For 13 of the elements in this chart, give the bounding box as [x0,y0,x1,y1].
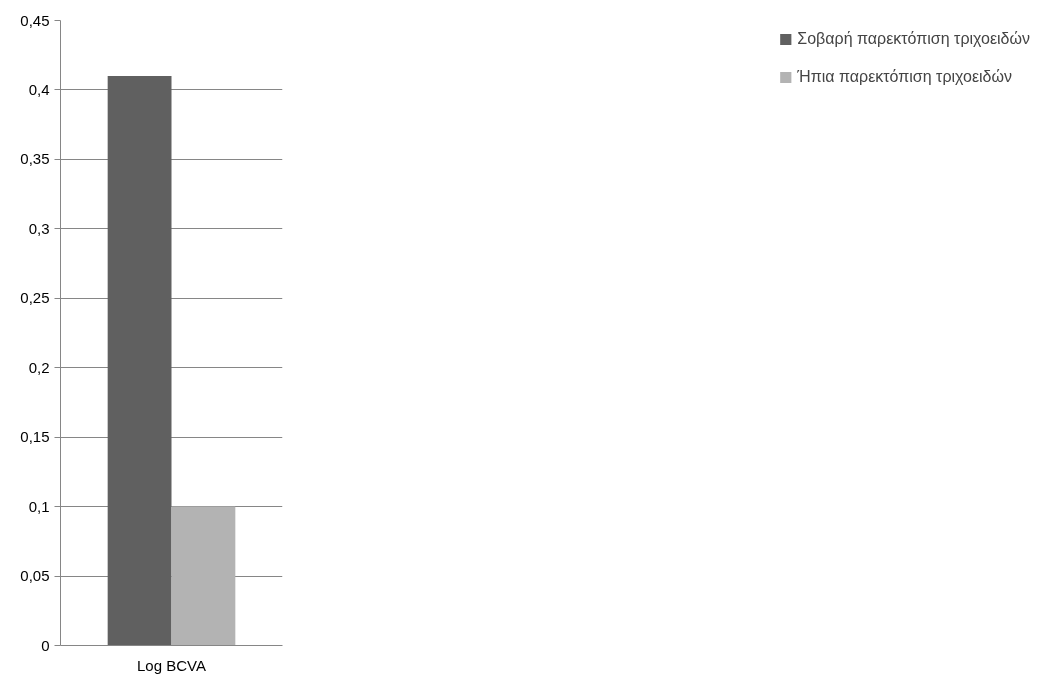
y-tick-label: 0,35 [20,150,50,168]
y-tick-label: 0,1 [28,497,50,515]
x-tick-label: Log BCVA [137,656,206,674]
y-tick-label: 0,05 [20,567,50,585]
y-tick-label: 0,4 [28,80,50,98]
legend-label: Σοβαρή παρεκτόπιση τριχοειδών [797,30,1030,48]
y-tick-label: 0,3 [28,219,50,237]
y-tick-label: 0,15 [20,428,50,446]
y-tick-label: 0 [41,636,50,654]
y-tick-label: 0,25 [20,289,50,307]
legend-label: Ήπια παρεκτόπιση τριχοειδών [797,68,1013,86]
y-tick-label: 0,2 [28,358,50,376]
y-tick-label: 0,45 [20,11,50,29]
